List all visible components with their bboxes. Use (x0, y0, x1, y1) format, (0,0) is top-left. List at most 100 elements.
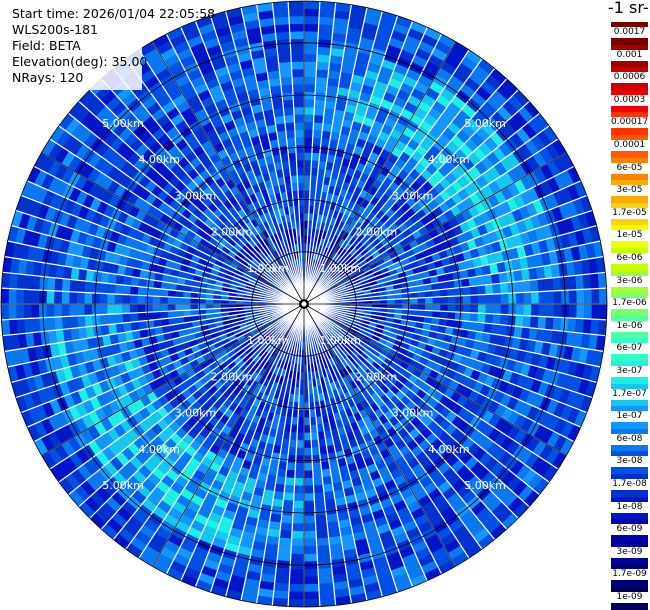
data-cell (430, 275, 439, 284)
data-cell (180, 573, 199, 587)
data-cell (160, 311, 169, 319)
data-cell (349, 380, 358, 390)
data-cell (496, 334, 506, 347)
data-cell (227, 470, 239, 481)
data-cell (252, 290, 261, 295)
data-cell (304, 228, 308, 236)
data-cell (351, 121, 363, 132)
data-cell (275, 324, 283, 331)
data-cell (343, 337, 352, 345)
data-cell (114, 294, 123, 304)
data-cell (304, 99, 315, 108)
data-cell (454, 445, 468, 460)
data-cell (291, 61, 304, 70)
data-cell (385, 208, 396, 219)
data-cell (98, 380, 111, 394)
data-cell (421, 329, 430, 338)
data-cell (398, 375, 409, 385)
data-cell (533, 167, 547, 184)
data-cell (270, 339, 278, 347)
data-cell (342, 251, 350, 259)
data-cell (340, 328, 349, 336)
data-cell (484, 353, 495, 365)
data-cell (282, 361, 289, 370)
range-ring-label: 3.00km (392, 407, 434, 420)
data-cell (310, 424, 318, 433)
data-cell (250, 548, 265, 559)
data-cell (428, 268, 438, 278)
data-cell (196, 133, 210, 146)
data-cell (349, 247, 358, 256)
data-cell (388, 518, 403, 531)
data-cell (430, 324, 439, 333)
data-cell (507, 95, 524, 112)
data-cell (101, 523, 119, 540)
data-cell (470, 227, 481, 239)
data-cell (328, 459, 339, 469)
data-cell (319, 271, 325, 279)
data-cell (192, 145, 205, 157)
data-cell (123, 360, 135, 372)
data-cell (124, 266, 134, 277)
data-cell (264, 322, 273, 329)
data-cell (491, 323, 500, 335)
data-cell (332, 117, 344, 127)
data-cell (362, 116, 375, 128)
data-cell (304, 417, 311, 426)
data-cell (182, 297, 191, 304)
ray-spoke (112, 68, 305, 305)
data-cell (261, 330, 269, 338)
data-cell (71, 468, 87, 486)
data-cell (74, 243, 85, 257)
data-cell (516, 245, 527, 259)
data-cell (315, 77, 328, 86)
ray-spoke (303, 100, 530, 305)
data-cell (345, 455, 356, 465)
data-cell (354, 285, 363, 291)
data-cell (4, 241, 15, 258)
data-cell (228, 215, 238, 226)
data-cell (380, 98, 394, 111)
ray-spoke (303, 303, 428, 582)
data-cell (271, 330, 279, 338)
data-cell (490, 377, 502, 391)
data-cell (377, 106, 391, 118)
data-cell (204, 103, 218, 115)
data-cell (354, 242, 363, 251)
data-cell (433, 339, 443, 349)
range-ring-label: 4.00km (138, 443, 180, 456)
data-cell (380, 361, 390, 371)
data-cell (366, 377, 375, 387)
data-cell (304, 76, 316, 85)
data-cell (565, 331, 576, 347)
data-cell (349, 328, 358, 335)
data-cell (364, 69, 379, 81)
data-cell (356, 498, 370, 509)
data-cell (215, 357, 225, 367)
data-cell (488, 180, 501, 195)
data-cell (346, 354, 355, 363)
data-cell (8, 304, 17, 320)
data-cell (191, 315, 200, 322)
data-cell (470, 92, 487, 107)
data-cell (599, 304, 607, 320)
data-cell (424, 61, 441, 75)
data-cell (259, 359, 267, 368)
data-cell (253, 245, 262, 254)
data-cell (427, 54, 445, 68)
data-cell (427, 487, 442, 501)
data-cell (66, 241, 78, 256)
data-cell (361, 227, 370, 237)
data-cell (582, 227, 593, 245)
data-cell (131, 489, 147, 505)
data-cell (238, 99, 252, 110)
data-cell (286, 331, 292, 339)
data-cell (102, 228, 114, 241)
data-cell (446, 280, 455, 289)
data-cell (582, 318, 592, 335)
data-cell (364, 269, 374, 277)
data-cell (507, 425, 521, 441)
data-cell (375, 219, 385, 229)
data-cell (55, 264, 65, 279)
data-cell (354, 357, 363, 366)
